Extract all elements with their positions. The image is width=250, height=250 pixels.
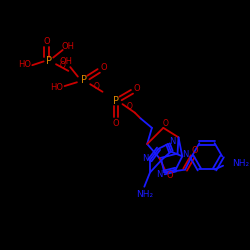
Text: N: N [182, 150, 188, 159]
Text: HO: HO [50, 82, 64, 92]
Text: O: O [60, 61, 66, 70]
Text: N: N [156, 170, 163, 179]
Text: O: O [134, 84, 140, 94]
Text: NH₂: NH₂ [232, 159, 250, 168]
Text: OH: OH [62, 42, 75, 51]
Text: OH: OH [59, 57, 72, 66]
Text: O: O [94, 82, 100, 90]
Text: O: O [191, 146, 198, 155]
Text: O: O [167, 171, 173, 180]
Text: P: P [46, 56, 52, 66]
Text: N: N [142, 154, 148, 163]
Text: N: N [169, 137, 175, 146]
Text: O: O [100, 62, 107, 72]
Text: HO: HO [18, 60, 31, 69]
Text: O: O [162, 118, 168, 128]
Text: O: O [126, 102, 132, 112]
Text: P: P [80, 76, 86, 86]
Text: P: P [113, 96, 119, 106]
Text: O: O [43, 37, 50, 46]
Text: NH₂: NH₂ [136, 190, 153, 199]
Text: O: O [112, 118, 119, 128]
